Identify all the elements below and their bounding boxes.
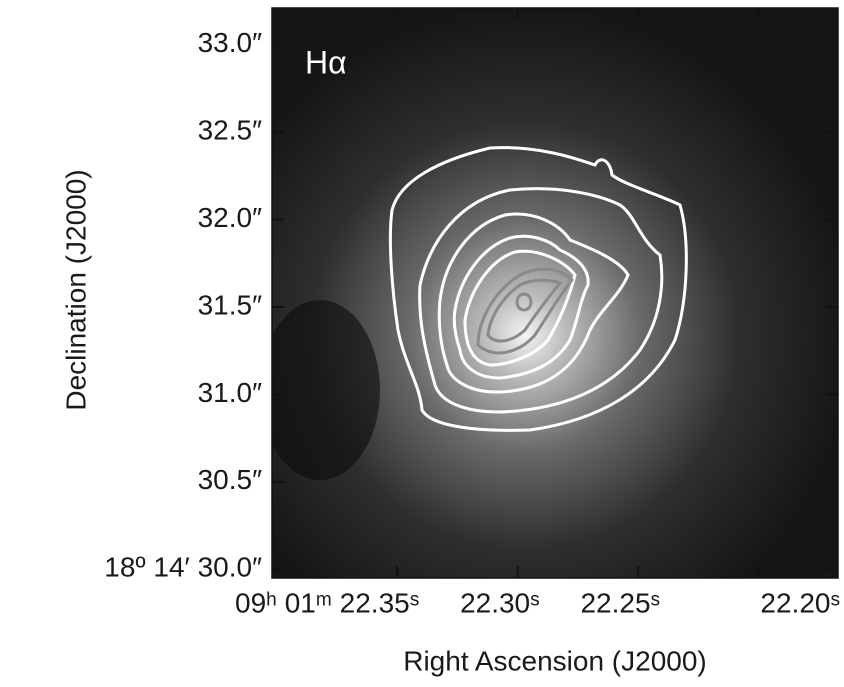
y-tick-label: 18º 14′ 30.0″	[104, 552, 262, 583]
intensity-map	[272, 8, 838, 578]
y-tick-label: 33.0″	[198, 27, 262, 58]
y-tick-label: 31.5″	[198, 289, 262, 320]
y-tick-label: 30.5″	[198, 464, 262, 495]
y-tick-label: 31.0″	[198, 377, 262, 408]
x-tick-label: 22.30ˢ	[460, 587, 540, 618]
y-tick-label: 32.0″	[198, 202, 262, 233]
chart: Hα Right Ascension (J2000) Declination (…	[0, 0, 844, 687]
x-axis-label: Right Ascension (J2000)	[403, 645, 707, 676]
y-axis-label: Declination (J2000)	[60, 169, 91, 410]
dark-region	[260, 300, 380, 480]
x-tick-label: 22.20ˢ	[760, 587, 840, 618]
panel-title: Hα	[305, 44, 347, 80]
image	[260, 8, 838, 578]
page: Hα Right Ascension (J2000) Declination (…	[0, 0, 844, 687]
y-tick-label: 32.5″	[198, 115, 262, 146]
x-tick-label: 09ʰ 01ᵐ 22.35ˢ	[235, 587, 419, 618]
x-tick-label: 22.25ˢ	[580, 587, 660, 618]
